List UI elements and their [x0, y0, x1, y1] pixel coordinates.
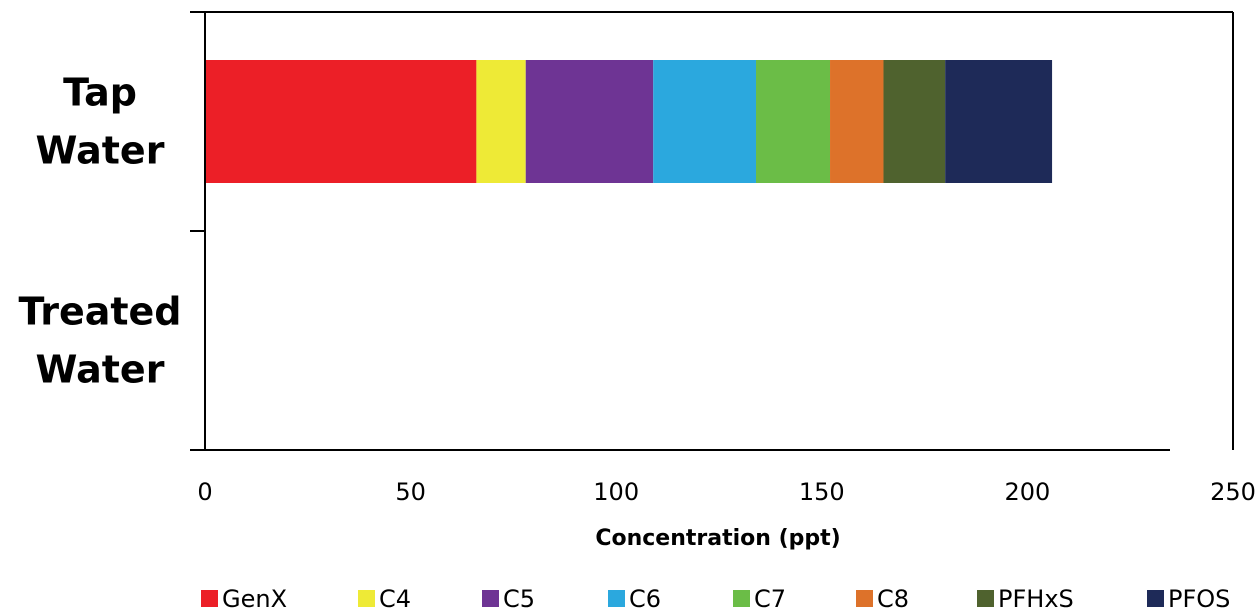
bar-segment-genx — [205, 60, 477, 183]
bar-segment-pfos — [945, 60, 1053, 183]
category-label: Water — [36, 129, 165, 173]
x-tick-labels: 0 50 100 150 200 250 — [197, 478, 1256, 506]
legend-label-c4: C4 — [379, 585, 411, 613]
legend-label-pfhxs: PFHxS — [998, 585, 1074, 613]
bar-segment-c4 — [476, 60, 526, 183]
legend-label-c5: C5 — [503, 585, 535, 613]
legend-swatch-c6 — [608, 590, 625, 607]
x-axis-title: Concentration (ppt) — [595, 526, 840, 551]
legend-swatch-c4 — [358, 590, 375, 607]
bar-segment-c8 — [830, 60, 884, 183]
x-tick-label: 0 — [197, 478, 212, 506]
x-tick-label: 100 — [593, 478, 639, 506]
x-tick-label: 150 — [799, 478, 845, 506]
legend-swatch-c5 — [482, 590, 499, 607]
category-label: Water — [36, 348, 165, 392]
legend-label-genx: GenX — [222, 585, 287, 613]
axes — [190, 11, 1234, 451]
category-label: Tap — [63, 71, 137, 115]
legend-label-c6: C6 — [629, 585, 661, 613]
legend: GenX C4 C5 C6 C7 C8 PFHxS PFOS — [201, 585, 1230, 613]
bar-segment-c7 — [756, 60, 831, 183]
legend-swatch-pfos — [1147, 590, 1164, 607]
x-tick-label: 200 — [1004, 478, 1050, 506]
legend-label-c8: C8 — [877, 585, 909, 613]
x-tick-label: 50 — [395, 478, 426, 506]
legend-label-pfos: PFOS — [1168, 585, 1230, 613]
bar-segment-c5 — [525, 60, 654, 183]
bar-segment-c6 — [653, 60, 757, 183]
legend-swatch-pfhxs — [977, 590, 994, 607]
category-label: Treated — [18, 290, 181, 334]
bar-segments — [205, 60, 1053, 183]
x-tick-label: 250 — [1210, 478, 1256, 506]
bar-segment-pfhxs — [883, 60, 946, 183]
legend-swatch-genx — [201, 590, 218, 607]
legend-label-c7: C7 — [754, 585, 786, 613]
legend-swatch-c7 — [733, 590, 750, 607]
legend-swatch-c8 — [856, 590, 873, 607]
category-labels: Tap Water Treated Water — [18, 71, 181, 392]
